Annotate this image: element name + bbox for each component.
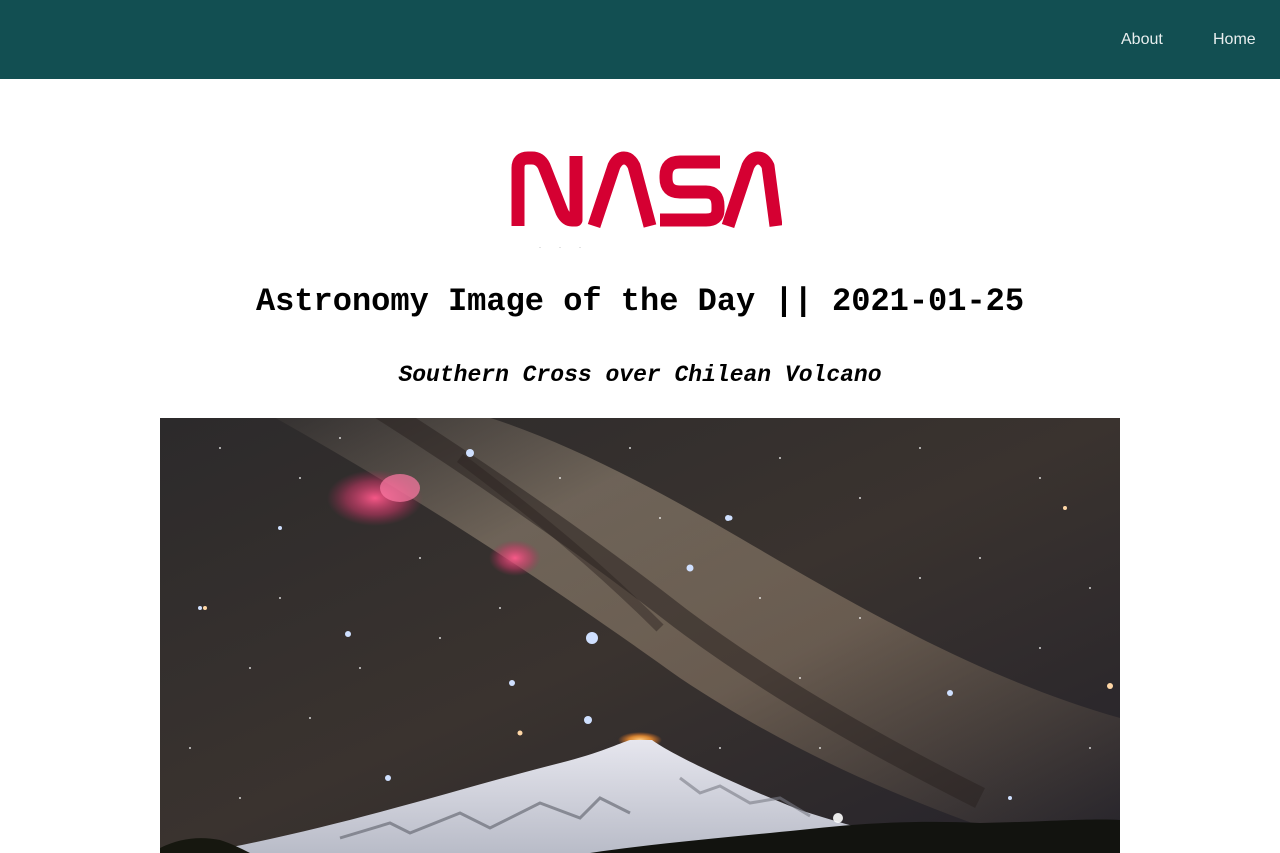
apod-image[interactable] — [160, 418, 1120, 853]
top-navbar: About Home — [0, 0, 1280, 79]
nasa-logo — [510, 148, 782, 248]
milky-way-volcano-photo — [160, 418, 1120, 853]
page-title: Astronomy Image of the Day || 2021-01-25 — [255, 283, 1025, 320]
nav-link-home[interactable]: Home — [1213, 31, 1256, 48]
image-title: Southern Cross over Chilean Volcano — [398, 362, 882, 388]
nav-link-about[interactable]: About — [1121, 31, 1163, 48]
nasa-worm-logo-icon — [511, 151, 782, 248]
